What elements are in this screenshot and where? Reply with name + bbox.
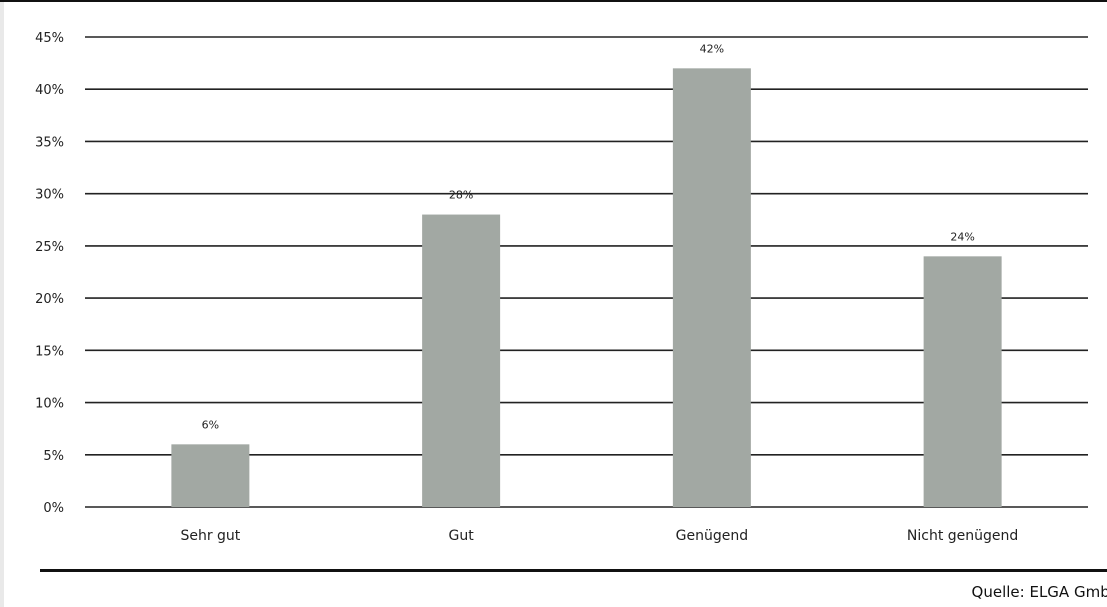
bars [171,68,1002,508]
bar [923,256,1002,507]
y-tick-label: 25% [35,240,64,255]
y-tick-label: 20% [35,292,64,307]
y-tick-label: 10% [35,397,64,412]
left-border [0,0,4,607]
source-note: Quelle: ELGA GmbH [971,583,1107,601]
data-label: 42% [700,42,724,55]
y-tick-label: 40% [35,83,64,98]
grid-lines [85,36,1088,508]
y-tick-label: 35% [35,135,64,150]
top-rule [0,0,1107,2]
bar [422,214,501,508]
x-axis-tick-labels: Sehr gut Gut Genügend Nicht genügend [180,528,1018,544]
y-tick-label: 0% [43,501,64,516]
x-tick-label: Gut [449,528,475,544]
data-label: 24% [950,230,974,243]
y-tick-label: 15% [35,344,64,359]
y-axis-tick-labels: 0% 5% 10% 15% 20% 25% 30% 35% 40% 45% [35,31,64,516]
x-tick-label: Sehr gut [180,528,240,544]
bar-chart: 0% 5% 10% 15% 20% 25% 30% 35% 40% 45% 6% 28% 42% 24%… [35,31,1088,544]
bar [171,444,250,507]
data-label: 6% [202,418,219,431]
y-tick-label: 5% [43,449,64,464]
x-tick-label: Genügend [676,528,748,544]
bottom-rule [40,569,1107,572]
value-labels: 6% 28% 42% 24% [202,42,975,431]
data-label: 28% [449,189,473,202]
bar [672,68,751,507]
y-tick-label: 45% [35,31,64,46]
y-tick-label: 30% [35,188,64,203]
x-tick-label: Nicht genügend [907,528,1018,544]
